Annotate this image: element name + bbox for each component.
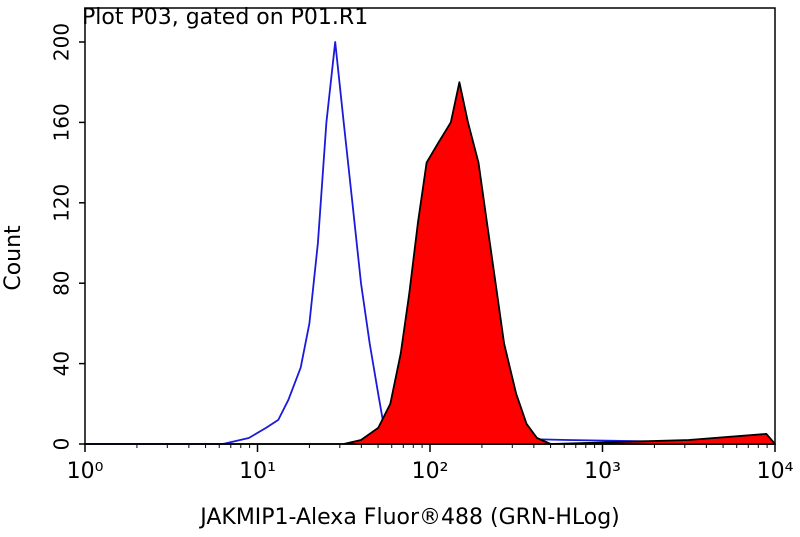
chart-title: Plot P03, gated on P01.R1 <box>82 5 368 30</box>
y-tick-label: 160 <box>50 103 74 141</box>
y-tick-label: 0 <box>50 438 74 451</box>
x-axis-label: JAKMIP1-Alexa Fluor®488 (GRN-HLog) <box>198 505 620 530</box>
x-tick-label: 10¹ <box>239 459 276 484</box>
histogram-area <box>84 81 776 445</box>
x-tick-label: 10⁴ <box>757 459 794 484</box>
y-tick-label: 40 <box>50 351 74 376</box>
y-axis-label: Count <box>1 225 26 291</box>
x-tick-label: 10⁰ <box>67 459 104 484</box>
y-tick-label: 120 <box>50 184 74 222</box>
x-tick-label: 10² <box>412 459 449 484</box>
x-tick-label: 10³ <box>584 459 621 484</box>
y-tick-label: 80 <box>50 270 74 295</box>
y-tick-label: 200 <box>50 23 74 61</box>
